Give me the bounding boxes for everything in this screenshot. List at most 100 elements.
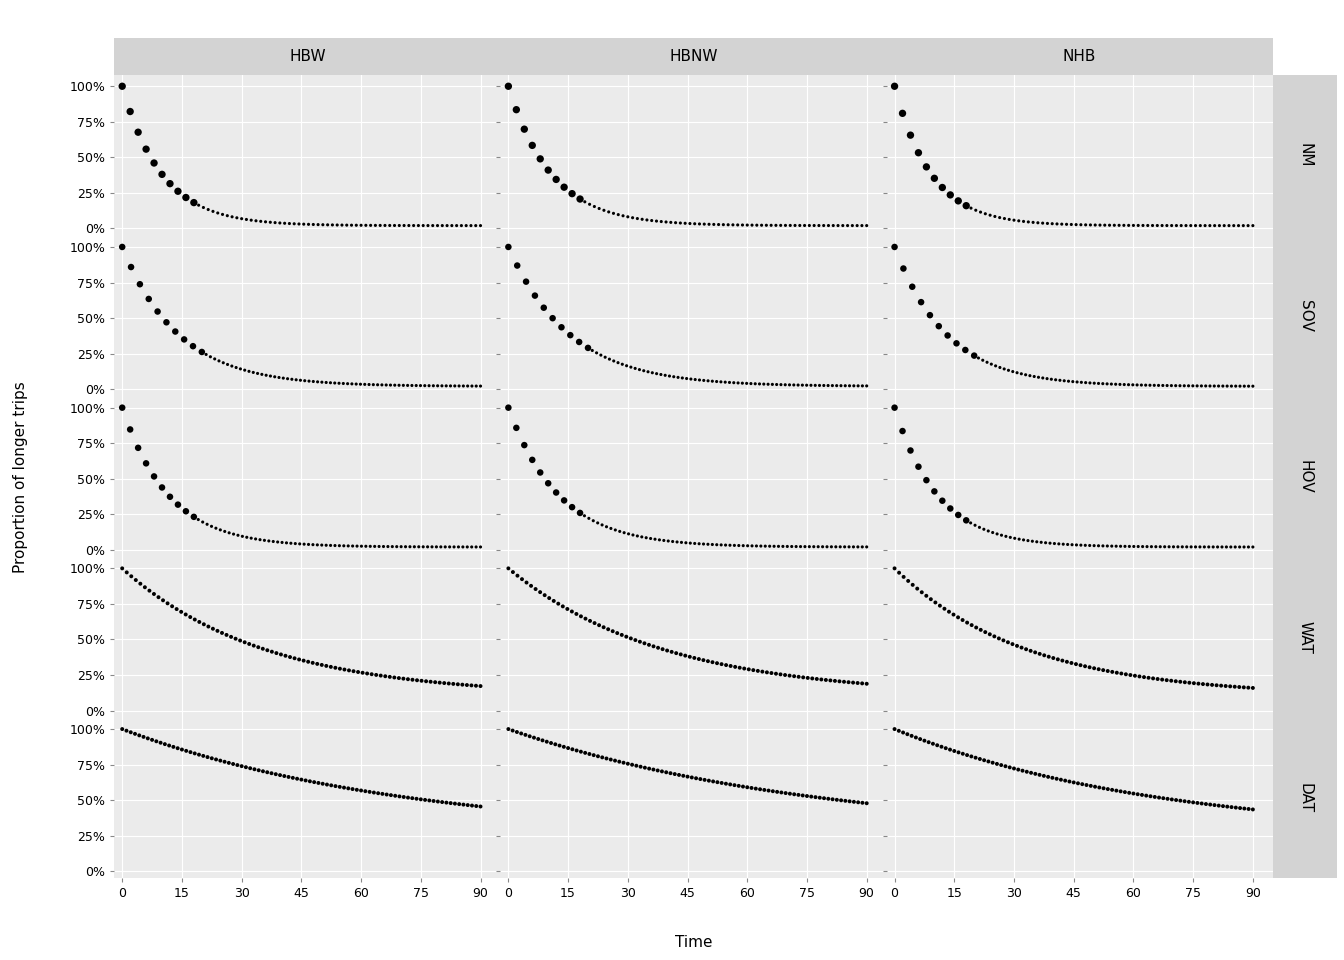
Point (543, 593, 564, 609)
Point (1007, 365, 1028, 380)
Point (194, 616, 215, 632)
Point (915, 472, 937, 488)
Point (1020, 765, 1042, 780)
Point (304, 775, 325, 790)
Point (778, 668, 800, 684)
Point (578, 511, 599, 526)
Point (254, 533, 276, 548)
Point (1188, 676, 1210, 691)
Point (684, 216, 706, 231)
Point (427, 794, 449, 809)
Point (823, 218, 844, 233)
Point (918, 734, 939, 750)
Point (234, 363, 255, 378)
Point (1097, 781, 1118, 797)
Point (511, 571, 532, 587)
Point (570, 505, 591, 520)
Point (852, 795, 874, 810)
Point (999, 759, 1020, 775)
Point (333, 661, 355, 677)
Point (456, 218, 477, 233)
Point (136, 141, 157, 156)
Point (831, 793, 852, 808)
Point (720, 659, 742, 674)
Point (255, 368, 277, 383)
Point (1185, 218, 1207, 233)
Point (388, 670, 410, 685)
Point (379, 669, 401, 684)
Point (1202, 677, 1223, 692)
Point (626, 528, 648, 543)
Point (310, 374, 332, 390)
Point (1161, 378, 1183, 394)
Point (884, 79, 906, 94)
Point (175, 607, 196, 622)
Point (632, 529, 653, 544)
Point (320, 660, 341, 675)
Point (1011, 640, 1032, 656)
Point (1042, 216, 1063, 231)
Point (582, 513, 603, 528)
Point (562, 604, 583, 619)
Point (907, 145, 929, 160)
Point (1079, 538, 1101, 553)
Point (645, 213, 667, 228)
Point (407, 218, 429, 233)
Point (378, 539, 399, 554)
Point (277, 372, 298, 387)
Point (138, 291, 160, 306)
Point (431, 218, 453, 233)
Point (308, 217, 329, 232)
Point (1216, 540, 1238, 555)
Point (892, 106, 914, 121)
Point (784, 786, 805, 802)
Point (911, 585, 933, 600)
Point (167, 740, 188, 756)
Point (1101, 376, 1122, 392)
Point (841, 218, 863, 233)
Point (731, 217, 753, 232)
Point (956, 513, 977, 528)
Point (706, 537, 727, 552)
Point (1019, 368, 1040, 383)
Point (202, 621, 223, 636)
Point (211, 625, 233, 640)
Point (667, 535, 688, 550)
Point (892, 423, 914, 439)
Point (680, 536, 702, 551)
Point (1122, 786, 1144, 802)
Point (637, 364, 659, 379)
Point (583, 615, 605, 631)
Point (1163, 540, 1184, 555)
Point (798, 539, 820, 554)
Point (603, 353, 625, 369)
Point (625, 361, 646, 376)
Point (929, 598, 950, 613)
Point (1179, 675, 1200, 690)
Point (970, 204, 992, 220)
Point (839, 540, 860, 555)
Point (188, 614, 210, 630)
Point (198, 202, 219, 217)
Point (1020, 643, 1042, 659)
Point (1027, 215, 1048, 230)
Point (919, 307, 941, 323)
Point (285, 372, 306, 388)
Point (298, 217, 320, 232)
Point (461, 678, 482, 693)
Point (902, 279, 923, 295)
Point (574, 508, 595, 523)
Point (532, 732, 554, 748)
Point (1224, 540, 1246, 555)
Point (1036, 216, 1058, 231)
Point (1023, 215, 1044, 230)
Point (1048, 537, 1070, 552)
Point (566, 743, 587, 758)
Point (1067, 776, 1089, 791)
Point (434, 676, 456, 691)
Point (302, 655, 324, 670)
Point (923, 484, 945, 499)
Point (359, 784, 380, 800)
Point (831, 378, 852, 394)
Point (222, 756, 243, 772)
